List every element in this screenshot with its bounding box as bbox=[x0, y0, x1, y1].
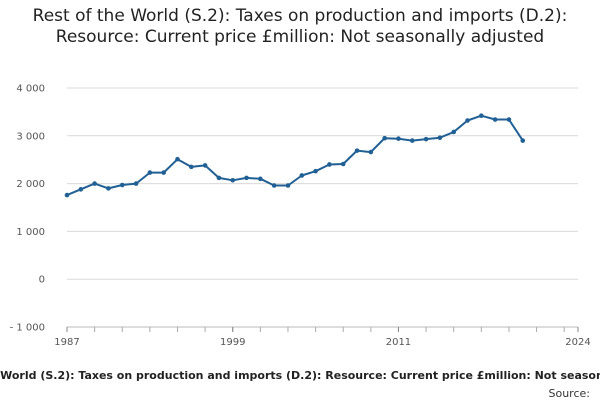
x-tick-label: 1987 bbox=[54, 337, 79, 348]
data-point[interactable] bbox=[313, 168, 318, 174]
data-point[interactable] bbox=[285, 183, 291, 188]
data-point[interactable] bbox=[216, 175, 222, 181]
y-tick-label: 1 000 bbox=[16, 227, 45, 238]
data-point[interactable] bbox=[258, 176, 263, 182]
y-tick-label: 3 000 bbox=[16, 131, 45, 142]
data-point[interactable] bbox=[188, 164, 194, 170]
x-axis bbox=[66, 326, 579, 332]
x-tick-label: 2024 bbox=[565, 337, 590, 348]
data-point[interactable] bbox=[147, 170, 153, 175]
data-point[interactable] bbox=[451, 129, 457, 135]
data-point[interactable] bbox=[437, 135, 443, 141]
data-point[interactable] bbox=[119, 182, 125, 188]
data-point[interactable] bbox=[202, 163, 208, 168]
grid-layer bbox=[67, 87, 578, 328]
data-point[interactable] bbox=[271, 183, 277, 188]
data-point[interactable] bbox=[368, 149, 374, 155]
x-tick-label: 1999 bbox=[220, 337, 245, 348]
data-point[interactable] bbox=[382, 135, 387, 141]
series-layer bbox=[64, 113, 526, 198]
data-point[interactable] bbox=[78, 187, 84, 192]
source-label: Source: bbox=[549, 387, 591, 400]
data-point[interactable] bbox=[106, 186, 111, 191]
y-tick-label: - 1 000 bbox=[10, 323, 45, 334]
y-tick-label: 4 000 bbox=[16, 84, 45, 95]
data-point[interactable] bbox=[230, 177, 236, 183]
data-point[interactable] bbox=[396, 136, 401, 141]
y-tick-label: 2 000 bbox=[16, 179, 45, 190]
data-point[interactable] bbox=[520, 138, 526, 143]
chart-title: Rest of the World (S.2): Taxes on produc… bbox=[32, 6, 568, 47]
data-point[interactable] bbox=[64, 192, 70, 198]
data-point[interactable] bbox=[340, 161, 346, 167]
data-point[interactable] bbox=[175, 156, 180, 162]
footer-title: Rest of the World (S.2): Taxes on produc… bbox=[0, 369, 600, 382]
data-point[interactable] bbox=[354, 148, 360, 153]
data-point[interactable] bbox=[133, 181, 139, 186]
data-point[interactable] bbox=[409, 138, 415, 143]
data-point[interactable] bbox=[161, 170, 166, 175]
data-point[interactable] bbox=[244, 175, 249, 181]
data-point[interactable] bbox=[423, 136, 429, 142]
data-point[interactable] bbox=[327, 162, 332, 167]
y-axis: 4 000 3 000 2 000 1 000 0 - 1 000 bbox=[10, 84, 45, 334]
data-point[interactable] bbox=[92, 181, 97, 186]
data-point[interactable] bbox=[492, 117, 498, 122]
y-tick-label: 0 bbox=[39, 275, 45, 286]
data-point[interactable] bbox=[479, 113, 484, 119]
data-point[interactable] bbox=[465, 118, 470, 123]
x-tick-label: 2011 bbox=[386, 337, 411, 348]
series-line-0 bbox=[66, 114, 524, 197]
data-point[interactable] bbox=[299, 173, 305, 178]
x-tick-labels: 1987 1999 2011 2024 bbox=[54, 337, 590, 348]
data-point[interactable] bbox=[506, 117, 512, 122]
